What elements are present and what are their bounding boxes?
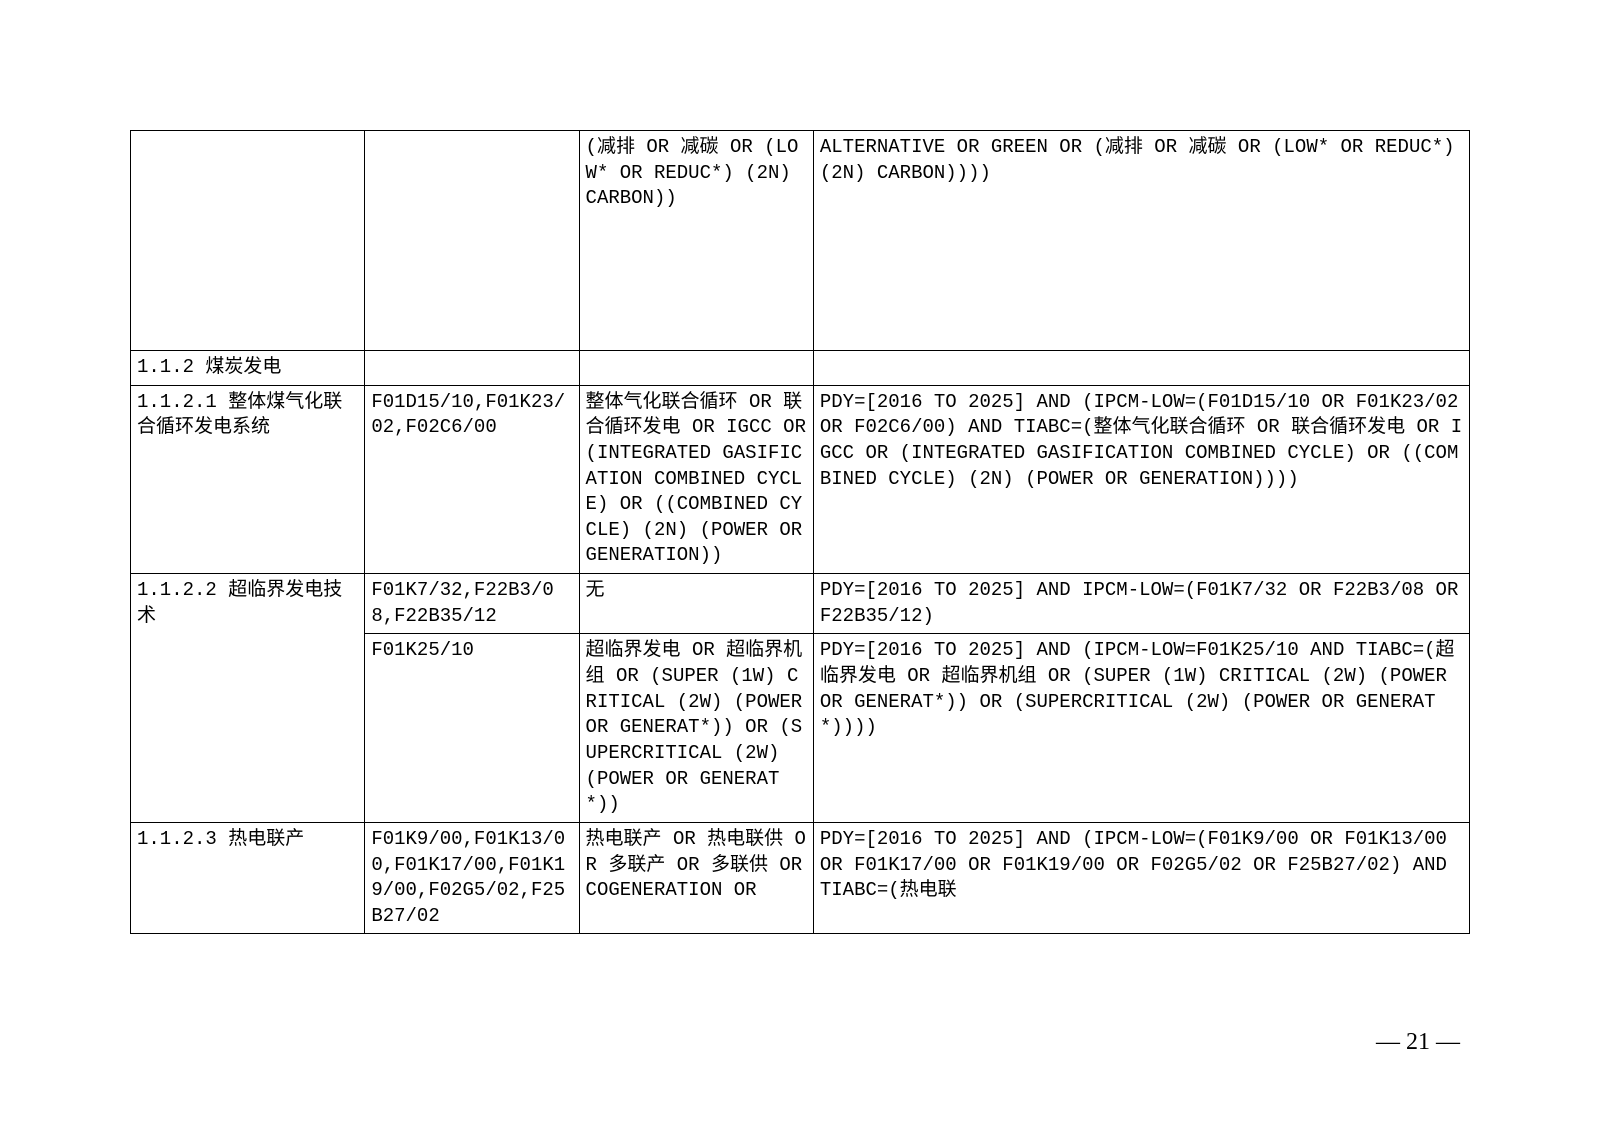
cell-query: ALTERNATIVE OR GREEN OR (减排 OR 减碳 OR (LO… <box>813 131 1469 351</box>
cell-keywords: 无 <box>579 574 813 634</box>
cell-category: 1.1.2.1 整体煤气化联合循环发电系统 <box>131 385 365 573</box>
cell-codes: F01K7/32,F22B3/08,F22B35/12 <box>365 574 579 634</box>
cell-query: PDY=[2016 TO 2025] AND (IPCM-LOW=F01K25/… <box>813 634 1469 822</box>
cell-codes <box>365 131 579 351</box>
cell-query: PDY=[2016 TO 2025] AND IPCM-LOW=(F01K7/3… <box>813 574 1469 634</box>
cell-category: 1.1.2.2 超临界发电技术 <box>131 574 365 823</box>
cell-query <box>813 351 1469 386</box>
table-row: 1.1.2.1 整体煤气化联合循环发电系统F01D15/10,F01K23/02… <box>131 385 1470 573</box>
cell-codes: F01K25/10 <box>365 634 579 822</box>
table-row: 1.1.2.2 超临界发电技术F01K7/32,F22B3/08,F22B35/… <box>131 574 1470 634</box>
cell-query: PDY=[2016 TO 2025] AND (IPCM-LOW=(F01D15… <box>813 385 1469 573</box>
table-row: (减排 OR 减碳 OR (LOW* OR REDUC*) (2N) CARBO… <box>131 131 1470 351</box>
cell-codes <box>365 351 579 386</box>
cell-category <box>131 131 365 351</box>
classification-table: (减排 OR 减碳 OR (LOW* OR REDUC*) (2N) CARBO… <box>130 130 1470 934</box>
cell-codes: F01K9/00,F01K13/00,F01K17/00,F01K19/00,F… <box>365 822 579 934</box>
document-page: (减排 OR 减碳 OR (LOW* OR REDUC*) (2N) CARBO… <box>0 0 1600 934</box>
table-row: 1.1.2 煤炭发电 <box>131 351 1470 386</box>
cell-keywords <box>579 351 813 386</box>
cell-codes: F01D15/10,F01K23/02,F02C6/00 <box>365 385 579 573</box>
cell-keywords: 热电联产 OR 热电联供 OR 多联产 OR 多联供 OR COGENERATI… <box>579 822 813 934</box>
cell-keywords: 超临界发电 OR 超临界机组 OR (SUPER (1W) CRITICAL (… <box>579 634 813 822</box>
cell-category: 1.1.2 煤炭发电 <box>131 351 365 386</box>
cell-category: 1.1.2.3 热电联产 <box>131 822 365 934</box>
cell-keywords: 整体气化联合循环 OR 联合循环发电 OR IGCC OR (INTEGRATE… <box>579 385 813 573</box>
cell-keywords: (减排 OR 减碳 OR (LOW* OR REDUC*) (2N) CARBO… <box>579 131 813 351</box>
table-row: 1.1.2.3 热电联产F01K9/00,F01K13/00,F01K17/00… <box>131 822 1470 934</box>
cell-query: PDY=[2016 TO 2025] AND (IPCM-LOW=(F01K9/… <box>813 822 1469 934</box>
page-number: — 21 — <box>1376 1029 1460 1056</box>
